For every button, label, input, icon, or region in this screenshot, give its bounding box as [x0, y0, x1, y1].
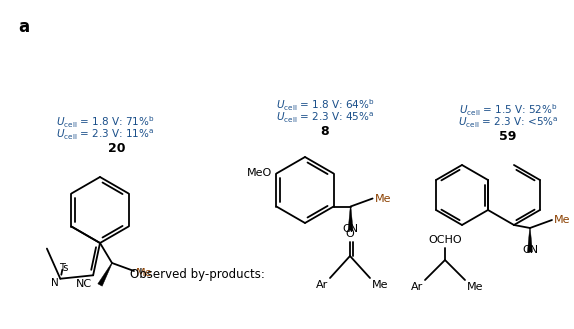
- Text: Ar: Ar: [316, 280, 328, 290]
- Text: CN: CN: [343, 223, 359, 234]
- Text: Ts: Ts: [59, 263, 68, 273]
- Text: a: a: [18, 18, 29, 36]
- Text: $\mathit{U}_{\mathrm{cell}}$ = 1.8 V: 64%$^{\mathrm{b}}$: $\mathit{U}_{\mathrm{cell}}$ = 1.8 V: 64…: [276, 97, 374, 113]
- Text: $\mathit{U}_{\mathrm{cell}}$ = 2.3 V: 45%$^{\mathrm{a}}$: $\mathit{U}_{\mathrm{cell}}$ = 2.3 V: 45…: [276, 111, 374, 125]
- Text: $\mathit{U}_{\mathrm{cell}}$ = 1.5 V: 52%$^{\mathrm{b}}$: $\mathit{U}_{\mathrm{cell}}$ = 1.5 V: 52…: [459, 102, 557, 117]
- Text: N: N: [52, 278, 59, 288]
- Text: 59: 59: [499, 130, 517, 143]
- Polygon shape: [98, 263, 113, 286]
- Text: 8: 8: [321, 125, 329, 138]
- Polygon shape: [528, 228, 533, 252]
- Text: MeO: MeO: [247, 168, 273, 179]
- Text: Me: Me: [375, 193, 391, 204]
- Text: CN: CN: [522, 245, 538, 255]
- Text: $\mathit{U}_{\mathrm{cell}}$ = 1.8 V: 71%$^{\mathrm{b}}$: $\mathit{U}_{\mathrm{cell}}$ = 1.8 V: 71…: [56, 114, 154, 130]
- Text: $\mathit{U}_{\mathrm{cell}}$ = 2.3 V: 11%$^{\mathrm{a}}$: $\mathit{U}_{\mathrm{cell}}$ = 2.3 V: 11…: [56, 128, 154, 142]
- Text: O: O: [346, 229, 354, 239]
- Text: Ar: Ar: [411, 282, 423, 292]
- Text: Me: Me: [136, 268, 153, 278]
- Text: NC: NC: [76, 279, 92, 289]
- Text: $\mathit{U}_{\mathrm{cell}}$ = 2.3 V: <5%$^{\mathrm{a}}$: $\mathit{U}_{\mathrm{cell}}$ = 2.3 V: <5…: [458, 116, 558, 130]
- Text: OCHO: OCHO: [428, 235, 462, 245]
- Text: Me: Me: [372, 280, 389, 290]
- Text: Observed by-products:: Observed by-products:: [130, 268, 265, 281]
- Text: Me: Me: [467, 282, 483, 292]
- Text: 20: 20: [108, 142, 126, 155]
- Polygon shape: [348, 207, 353, 231]
- Text: Me: Me: [554, 215, 571, 225]
